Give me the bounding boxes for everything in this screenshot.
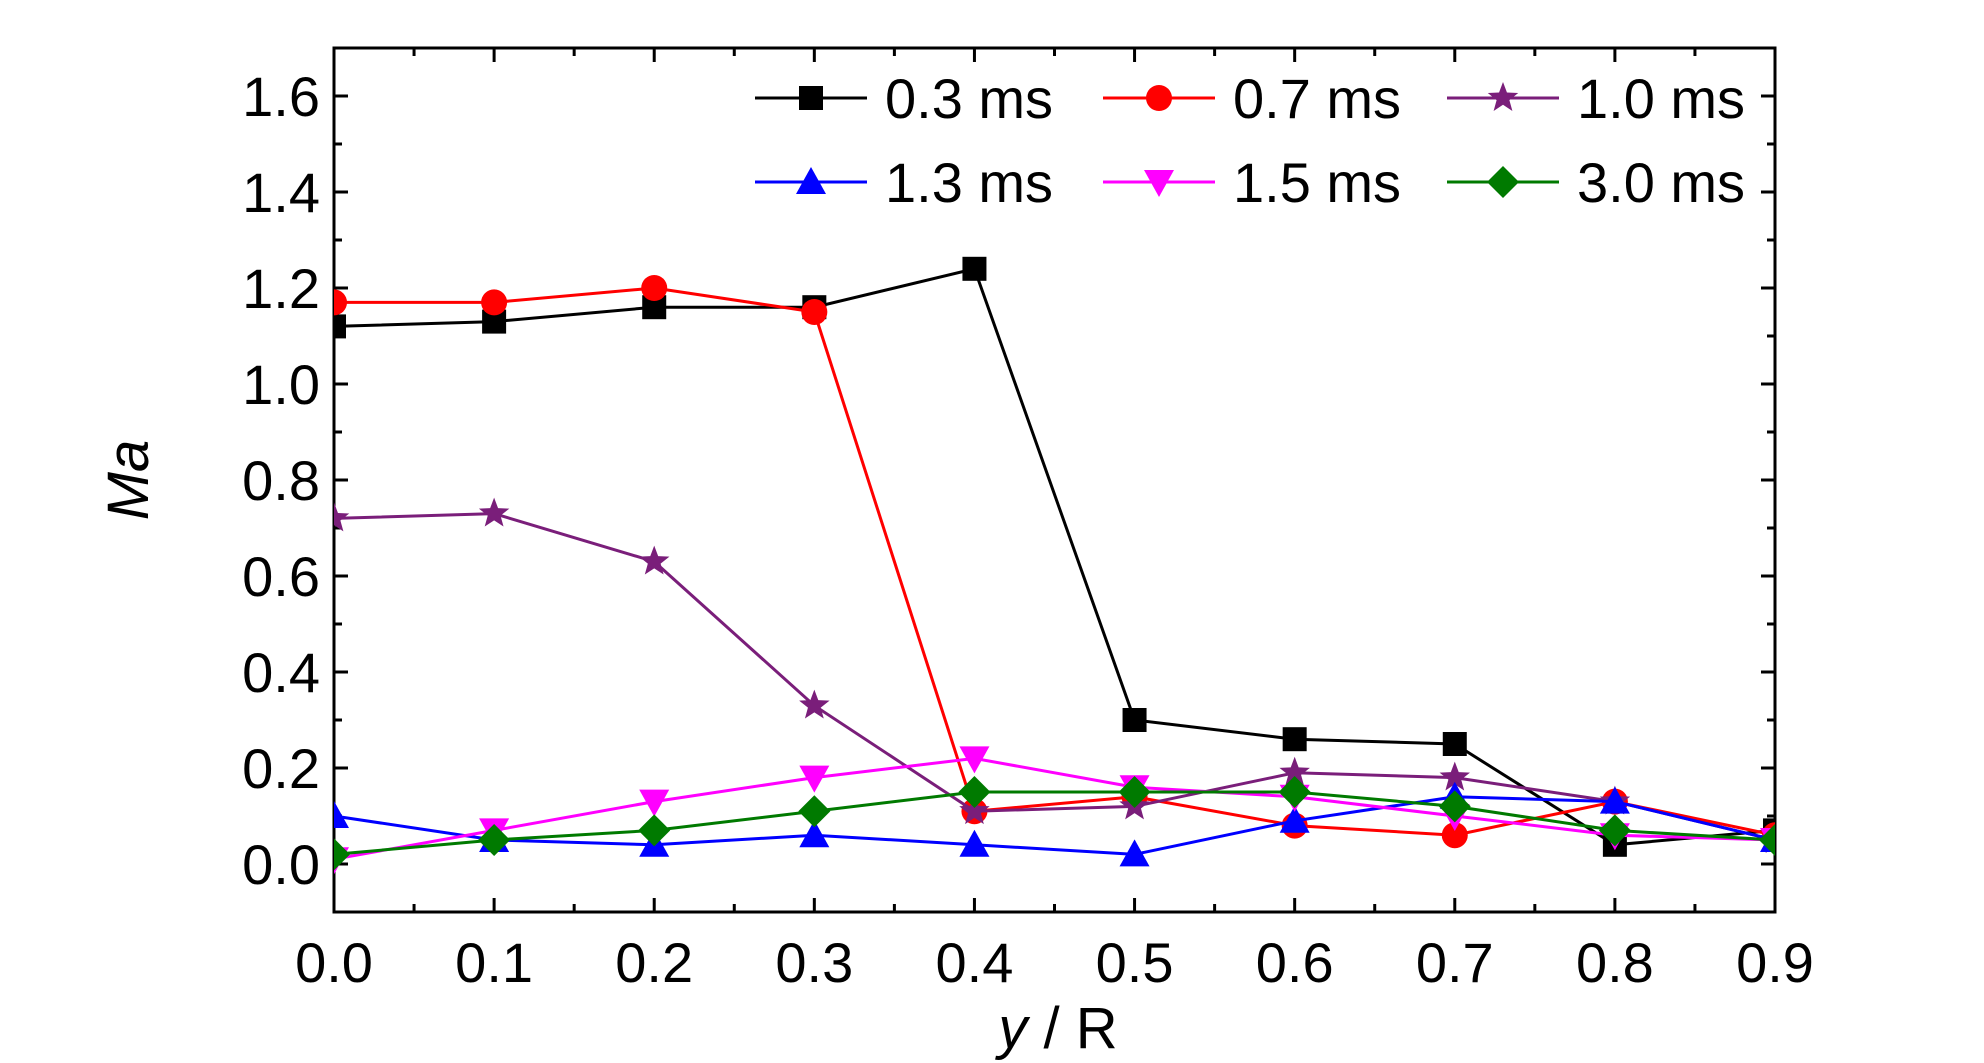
data-point [1759, 824, 1775, 856]
legend-entry: 3.0 ms [1447, 151, 1745, 214]
data-point [801, 299, 828, 325]
legend-entry: 1.3 ms [755, 151, 1053, 214]
data-point [334, 838, 350, 871]
data-point [1438, 790, 1471, 823]
series-line [334, 756, 1775, 861]
legend-swatch-marker [1487, 166, 1519, 198]
x-tick-label: 0.7 [1416, 931, 1494, 994]
x-tick-label: 0.1 [455, 931, 533, 994]
data-point [1118, 776, 1151, 808]
data-point [962, 256, 987, 281]
y-tick-label: 0.0 [242, 833, 320, 896]
y-tick-label: 0.4 [242, 641, 320, 704]
data-point [798, 795, 831, 828]
series-layer [334, 256, 1775, 875]
y-tick-label: 0.2 [242, 737, 320, 800]
series-0_7-ms [334, 275, 1775, 849]
series-line [334, 286, 1775, 837]
data-point [1282, 727, 1307, 752]
x-tick-label: 0.8 [1576, 931, 1654, 994]
legend-swatch-marker [796, 167, 826, 194]
plot-frame [332, 46, 1777, 914]
y-tick-label: 1.2 [242, 257, 320, 320]
data-point [1439, 761, 1470, 791]
x-tick-label: 0.2 [615, 931, 693, 994]
legend-label: 1.3 ms [885, 151, 1053, 214]
legend-label: 3.0 ms [1577, 151, 1745, 214]
y-tick-label: 0.6 [242, 545, 320, 608]
legend-entry: 1.0 ms [1447, 67, 1745, 130]
data-point [799, 820, 830, 848]
series-line [334, 790, 1775, 856]
legend-label: 0.3 ms [885, 67, 1053, 130]
data-point [478, 824, 511, 856]
x-axis-title: y / R [994, 996, 1117, 1061]
data-point [1441, 822, 1468, 849]
series-3_0-ms [334, 776, 1775, 871]
x-axis-title-rest: / R [1027, 996, 1117, 1061]
legend-swatch-marker [1144, 170, 1174, 197]
axes: 0.0 0.1 0.2 0.3 0.4 0.5 0.6 0.7 0.8 0.9 0.0 0.2 0.4 0… [242, 46, 1814, 994]
legend-entry: 1.5 ms [1103, 151, 1401, 214]
legend-swatch-marker [1146, 85, 1172, 111]
data-point [1279, 756, 1310, 786]
data-point [959, 746, 990, 774]
y-tick-label: 1.6 [242, 65, 320, 128]
data-point [481, 289, 508, 316]
x-axis-title-italic: y [994, 996, 1030, 1061]
data-point [334, 801, 349, 828]
legend-swatch-marker [1487, 82, 1519, 111]
data-point [639, 545, 670, 575]
data-point [1122, 708, 1147, 732]
series-line [334, 512, 1775, 842]
data-point [799, 689, 830, 719]
x-tick-label: 0.4 [936, 931, 1014, 994]
legend-entry: 0.7 ms [1103, 67, 1401, 130]
series-line [334, 795, 1775, 856]
y-tick-label: 1.4 [242, 161, 320, 224]
y-axis-title: Ma [96, 440, 161, 521]
data-point [799, 765, 830, 793]
legend-label: 1.0 ms [1577, 67, 1745, 130]
x-tick-label: 0.3 [775, 931, 853, 994]
data-point [1278, 776, 1311, 808]
x-tick-label: 0.9 [1736, 931, 1814, 994]
data-point [334, 289, 347, 316]
data-point [641, 275, 668, 301]
data-point [959, 795, 990, 825]
data-point [1119, 839, 1150, 867]
series-line [334, 267, 1775, 847]
data-point [1598, 814, 1631, 847]
data-point [334, 502, 350, 532]
data-point [1599, 786, 1630, 814]
legend: 0.3 ms 0.7 ms 1.0 ms 1.3 ms 1.5 ms 3.0 ms [755, 67, 1745, 214]
series-0_3-ms [334, 256, 1775, 857]
x-tick-label: 0.0 [295, 931, 373, 994]
data-point [478, 497, 510, 527]
x-tick-label: 0.5 [1096, 931, 1174, 994]
legend-label: 1.5 ms [1233, 151, 1401, 214]
data-point [958, 776, 991, 808]
data-point [639, 789, 670, 817]
y-tick-label: 1.0 [242, 353, 320, 416]
legend-swatch-marker [799, 86, 823, 110]
data-point [1279, 805, 1310, 833]
data-point [334, 314, 346, 339]
y-tick-label: 0.8 [242, 449, 320, 512]
data-point [1442, 732, 1467, 756]
x-tick-label: 0.6 [1256, 931, 1334, 994]
legend-label: 0.7 ms [1233, 67, 1401, 130]
data-point [638, 814, 671, 847]
legend-entry: 0.3 ms [755, 67, 1053, 130]
data-point [959, 829, 990, 857]
